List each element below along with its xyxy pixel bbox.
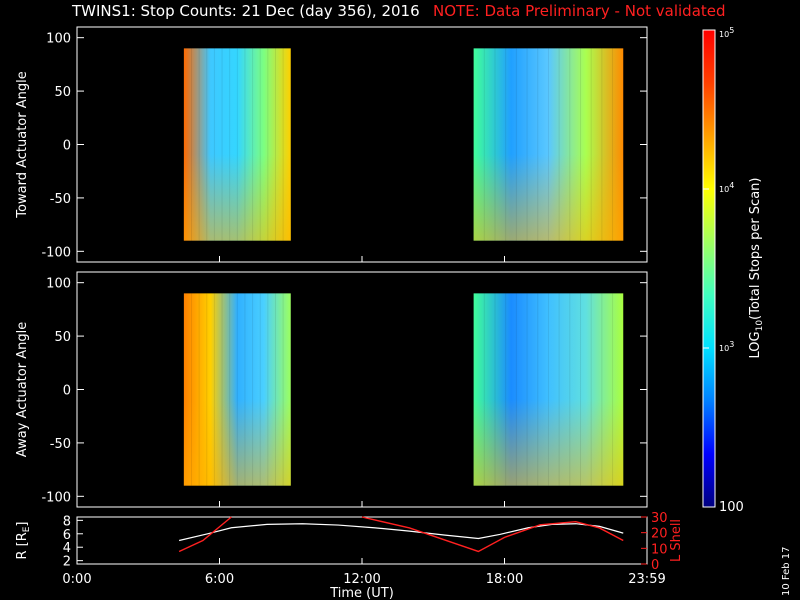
radius-y-label: R [RE] — [15, 521, 32, 559]
toward-panel: 100 50 0 -50 -100 Toward Actuator Angle — [15, 26, 648, 263]
colorbar-tick-exponent: 5 — [729, 26, 734, 35]
lshell-line-1 — [178, 516, 232, 553]
radius-ytick-label: 2 — [63, 555, 71, 570]
toward-ytick-label: -50 — [50, 192, 71, 207]
toward-ytick-label: 50 — [54, 85, 71, 100]
orbit-traces — [178, 516, 624, 553]
radius-label-end: ] — [15, 521, 30, 526]
toward-ytick-label: -100 — [41, 245, 71, 260]
toward-y-axis: 100 50 0 -50 -100 — [41, 32, 647, 260]
away-ytick-label: 50 — [54, 330, 71, 345]
time-xtick-label: 0:00 — [62, 572, 91, 587]
radius-ytick-label: 8 — [63, 514, 71, 529]
away-ytick-label: 100 — [46, 277, 71, 292]
away-ytick-label: 0 — [63, 384, 71, 399]
radius-ytick-label: 6 — [63, 528, 71, 543]
lshell-ytick-label: 20 — [651, 527, 668, 542]
colorbar-tick-exponent: 4 — [729, 181, 734, 190]
colorbar-tick-exponent: 3 — [729, 340, 734, 349]
lshell-ytick-label: 0 — [651, 558, 659, 573]
away-y-label: Away Actuator Angle — [15, 322, 30, 457]
away-block-1-shade — [183, 399, 291, 486]
title-text: TWINS1: Stop Counts: 21 Dec (day 356), 2… — [72, 2, 420, 20]
radius-line — [178, 523, 624, 542]
toward-heatmap — [183, 48, 624, 241]
away-ytick-label: -50 — [50, 437, 71, 452]
colorbar-tick-label: 100 — [719, 500, 744, 515]
lshell-ytick-label: 30 — [651, 511, 668, 526]
time-xtick-label: 12:00 — [343, 572, 380, 587]
toward-ytick-label: 0 — [63, 139, 71, 154]
radius-ytick-label: 4 — [63, 541, 71, 556]
lshell-line-2 — [361, 516, 624, 553]
away-panel: 100 50 0 -50 -100 Away Actuator Angle — [15, 271, 648, 508]
time-x-axis: 0:00 6:00 12:00 18:00 23:59 — [62, 558, 666, 587]
colorbar-label-sub: 10 — [755, 320, 765, 332]
toward-block-1-shade — [183, 154, 291, 241]
away-block-2-shade — [473, 399, 624, 486]
toward-block-2-shade — [473, 154, 624, 241]
colorbar-tick-label: 103 — [719, 340, 734, 353]
radius-label-sub: E — [22, 526, 32, 532]
lshell-y-label: L Shell — [669, 519, 684, 562]
colorbar-tick-label: 105 — [719, 26, 734, 39]
time-x-label: Time (UT) — [329, 586, 394, 600]
away-x-ticks — [76, 501, 648, 507]
colorbar-label-end: (Total Stops per Scan) — [748, 178, 763, 320]
time-xtick-label: 18:00 — [486, 572, 523, 587]
away-y-axis: 100 50 0 -50 -100 — [41, 277, 647, 505]
time-xtick-label: 23:59 — [628, 572, 665, 587]
colorbar-label: LOG10(Total Stops per Scan) — [748, 178, 765, 359]
radius-label-main: R [R — [15, 532, 30, 559]
preliminary-note: NOTE: Data Preliminary - Not validated — [433, 2, 726, 20]
toward-ytick-label: 100 — [46, 32, 71, 47]
colorbar-ticks: 100 103 104 105 — [703, 26, 744, 515]
chart-title: TWINS1: Stop Counts: 21 Dec (day 356), 2… — [0, 2, 800, 24]
away-ytick-label: -100 — [41, 490, 71, 505]
away-heatmap — [183, 293, 624, 486]
colorbar-gradient — [703, 30, 715, 507]
colorbar-label-main: LOG — [748, 331, 763, 358]
time-xtick-label: 6:00 — [205, 572, 234, 587]
colorbar-tick-label: 104 — [719, 181, 734, 194]
toward-y-label: Toward Actuator Angle — [15, 71, 30, 218]
toward-x-ticks — [76, 256, 648, 262]
lshell-ytick-label: 10 — [651, 542, 668, 557]
date-stamp: 10 Feb 17 — [781, 546, 792, 596]
